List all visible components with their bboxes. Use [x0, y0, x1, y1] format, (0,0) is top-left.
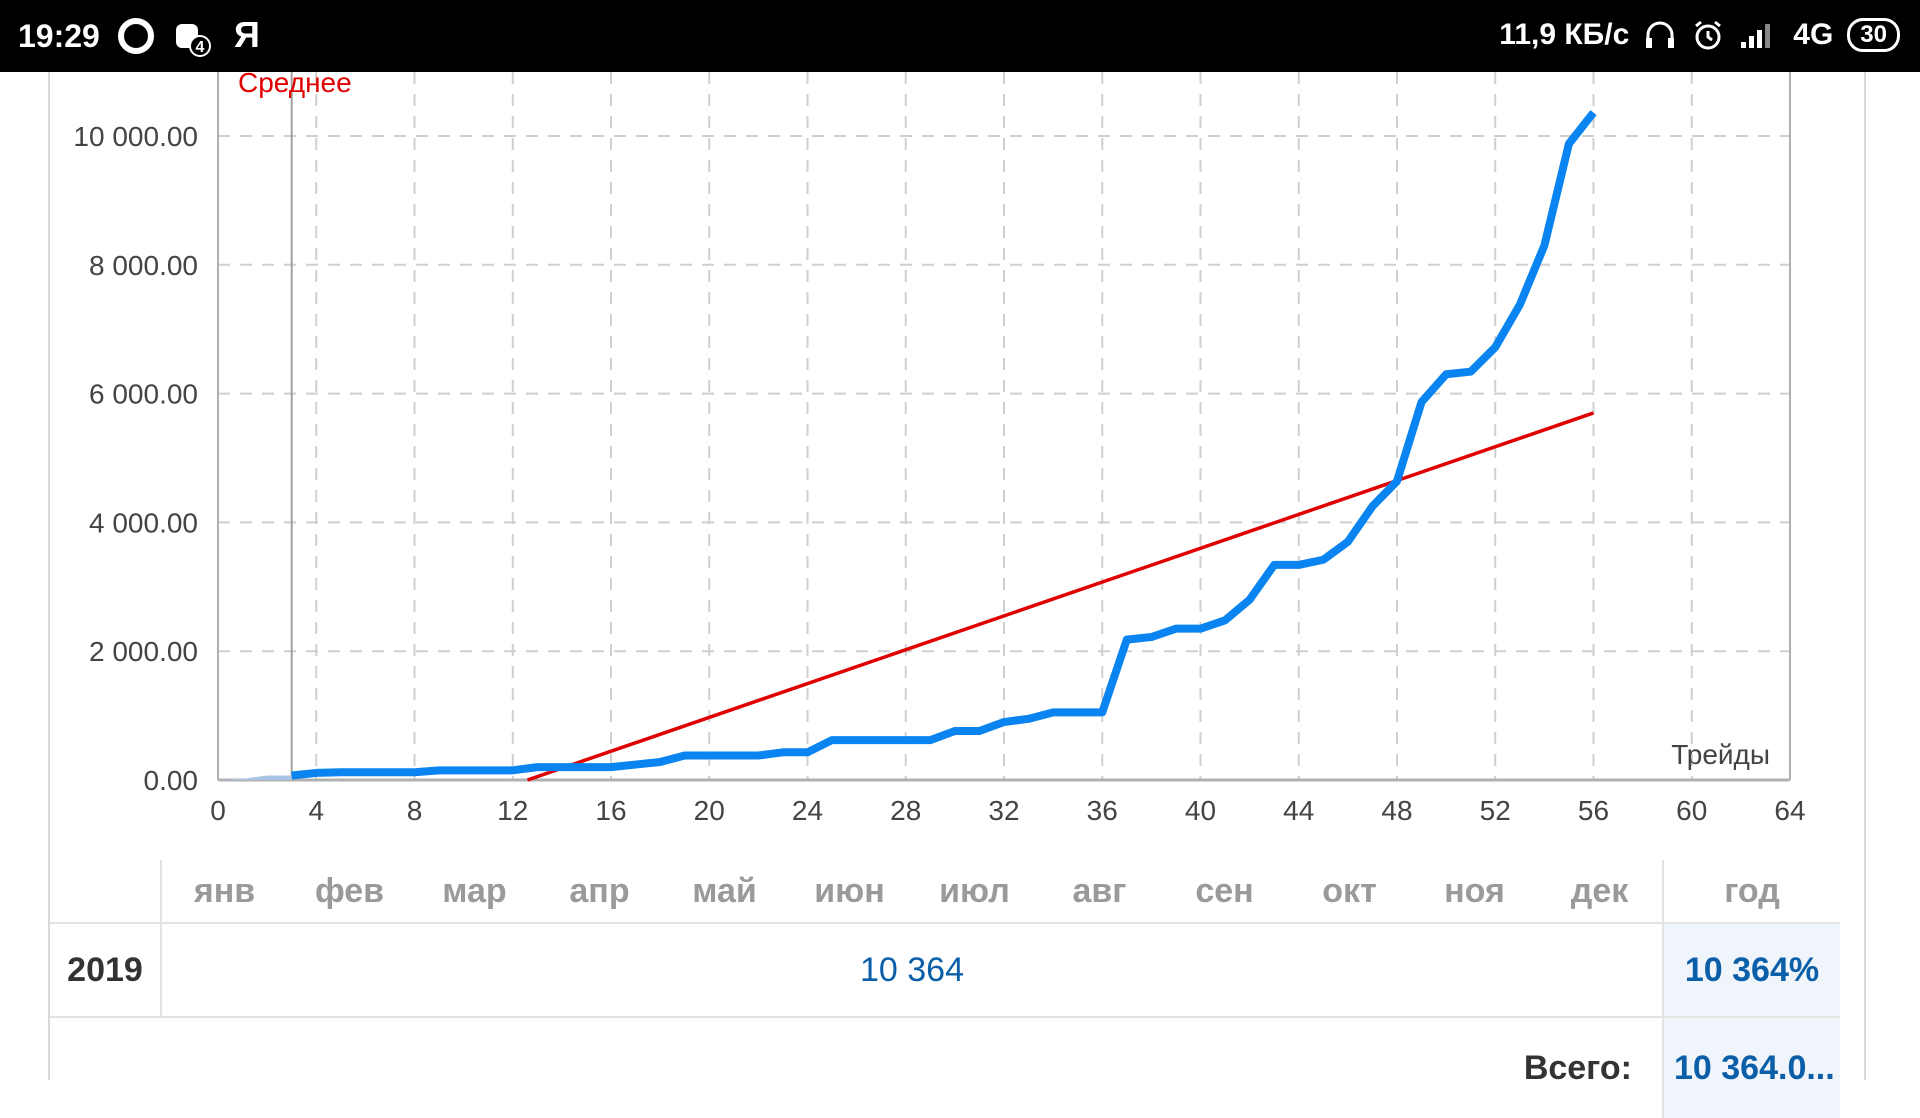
content-frame-right — [1864, 72, 1866, 1080]
x-tick-label: 4 — [308, 795, 324, 826]
y-tick-label: 0.00 — [144, 765, 199, 796]
x-tick-label: 40 — [1185, 795, 1216, 826]
y-tick-label: 4 000.00 — [89, 507, 198, 538]
x-axis-ticks: 0 4 8 12 16 20 24 28 32 36 40 44 48 52 56 60 64 — [210, 795, 1805, 826]
x-tick-label: 0 — [210, 795, 226, 826]
status-bar: 19:29 4 Я 11,9 КБ/с 4G 30 — [0, 0, 1920, 72]
series-layer — [291, 110, 1597, 782]
month-header-3: апр — [569, 871, 630, 910]
x-tick-label: 48 — [1381, 795, 1412, 826]
network-speed: 11,9 КБ/с — [1499, 18, 1630, 51]
table-row: 2019 10 364 10 364% — [50, 922, 1840, 1018]
x-tick-label: 32 — [988, 795, 1019, 826]
month-header-4: май — [692, 871, 757, 910]
android-notify-icon: 4 — [168, 16, 212, 65]
start-area — [218, 775, 292, 780]
content-frame-left — [48, 72, 50, 1080]
row-year-total[interactable]: 10 364% — [1662, 922, 1840, 1018]
x-tick-label: 8 — [407, 795, 423, 826]
chart-grid — [218, 72, 1790, 780]
x-tick-label: 64 — [1774, 795, 1805, 826]
y-tick-label: 6 000.00 — [89, 379, 198, 410]
month-header-5: июн — [814, 871, 885, 910]
y-tick-label: 8 000.00 — [89, 250, 198, 281]
month-header-2: мар — [442, 871, 507, 910]
battery-icon: 30 — [1847, 18, 1900, 52]
month-header-8: сен — [1195, 871, 1254, 910]
month-header-0: янв — [193, 871, 256, 910]
x-tick-label: 60 — [1676, 795, 1707, 826]
x-tick-label: 16 — [595, 795, 626, 826]
opera-icon — [116, 16, 156, 61]
table-header-row: янв фев мар апр май июн июл авг сен окт ноя дек год — [50, 860, 1840, 923]
signal-icon — [1741, 24, 1771, 48]
x-tick-label: 20 — [694, 795, 725, 826]
x-tick-label: 36 — [1087, 795, 1118, 826]
table-header-empty — [50, 860, 162, 923]
network-type: 4G — [1793, 18, 1834, 51]
row-value[interactable]: 10 364 — [161, 922, 1663, 1018]
yandex-icon: Я — [234, 14, 260, 55]
x-tick-label: 56 — [1578, 795, 1609, 826]
month-header-6: июл — [939, 871, 1010, 910]
headset-icon — [1646, 21, 1675, 48]
x-tick-label: 44 — [1283, 795, 1314, 826]
month-header-1: фев — [314, 871, 385, 910]
x-axis-label: Трейды — [1671, 739, 1770, 770]
series-equity-line — [291, 110, 1597, 780]
y-axis-ticks: 0.00 2 000.00 4 000.00 6 000.00 8 000.00 10 0… — [73, 121, 198, 796]
row-year: 2019 — [50, 922, 162, 1018]
x-tick-label: 24 — [792, 795, 823, 826]
equity-chart: 0.00 2 000.00 4 000.00 6 000.00 8 000.00 10 0… — [73, 72, 1806, 826]
month-header-9: окт — [1322, 871, 1377, 910]
year-header: год — [1662, 860, 1840, 923]
x-tick-label: 12 — [497, 795, 528, 826]
x-tick-label: 52 — [1480, 795, 1511, 826]
total-value[interactable]: 10 364.0... — [1662, 1017, 1840, 1118]
total-row: Всего: 10 364.0... — [50, 1017, 1840, 1118]
total-label: Всего: — [1523, 1048, 1632, 1087]
legend-average: Среднее — [238, 72, 352, 98]
month-header-10: ноя — [1444, 871, 1505, 910]
y-tick-label: 10 000.00 — [73, 121, 198, 152]
series-average-line — [526, 411, 1595, 782]
alarm-icon — [1695, 20, 1722, 50]
monthly-returns-table: янв фев мар апр май июн июл авг сен окт ноя дек год … — [50, 860, 1840, 1118]
month-header-11: дек — [1570, 871, 1629, 910]
x-tick-label: 28 — [890, 795, 921, 826]
status-right: 11,9 КБ/с 4G 30 — [1499, 18, 1900, 52]
y-tick-label: 2 000.00 — [89, 636, 198, 667]
app-badge: 4 — [196, 39, 205, 56]
status-time: 19:29 — [18, 18, 100, 54]
month-header-7: авг — [1072, 871, 1127, 910]
